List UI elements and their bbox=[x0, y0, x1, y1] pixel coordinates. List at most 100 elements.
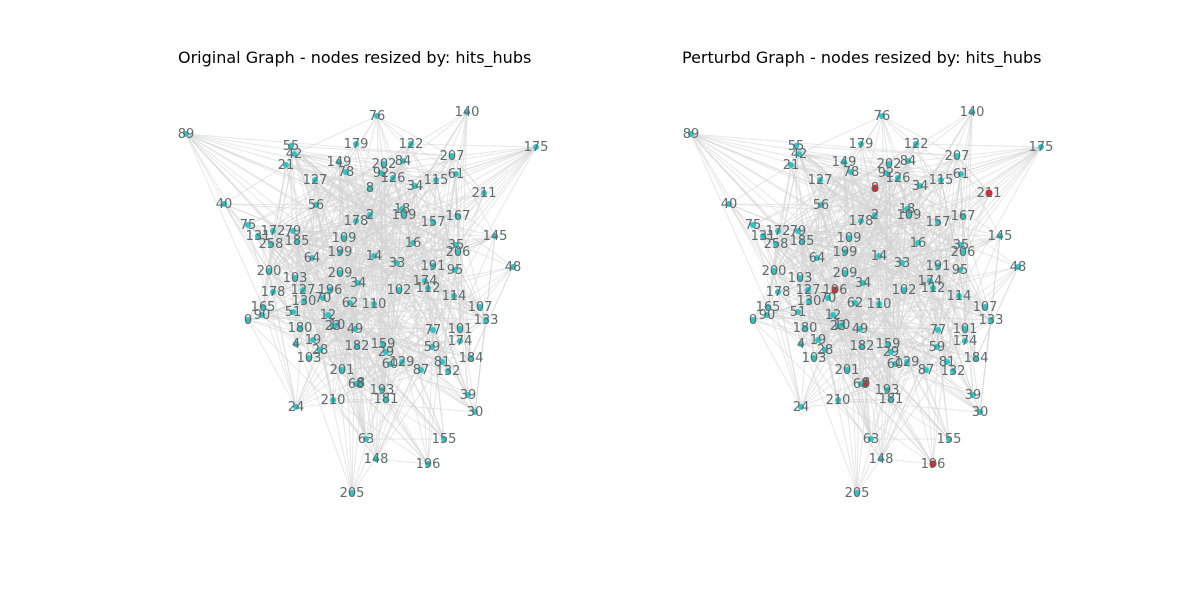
original-edge bbox=[355, 220, 377, 460]
perturbed-edge bbox=[807, 289, 934, 465]
original-node-109 bbox=[401, 212, 407, 218]
original-node-label: 30 bbox=[467, 405, 484, 420]
perturbed-edge bbox=[766, 314, 862, 385]
perturbed-edge bbox=[690, 133, 769, 308]
original-node-115 bbox=[433, 177, 439, 183]
perturbed-node-label: 12 bbox=[825, 308, 842, 323]
original-edge bbox=[336, 324, 476, 413]
perturbed-node-label: 8 bbox=[871, 181, 879, 196]
perturbed-edge bbox=[690, 133, 890, 165]
perturbed-node-24 bbox=[798, 404, 804, 410]
perturbed-edge bbox=[752, 319, 872, 440]
original-edge bbox=[351, 192, 485, 494]
original-edge bbox=[293, 153, 387, 400]
original-node-172 bbox=[270, 228, 276, 234]
original-edge bbox=[311, 257, 403, 363]
perturbed-node-126 bbox=[895, 175, 901, 181]
original-edge bbox=[355, 383, 387, 400]
original-node-107 bbox=[477, 304, 483, 310]
original-node-label: 12 bbox=[320, 308, 337, 323]
perturbed-node-33 bbox=[899, 260, 905, 266]
original-edge bbox=[392, 177, 514, 268]
original-node-label: 19 bbox=[305, 333, 322, 348]
original-node-label: 172 bbox=[261, 224, 286, 239]
perturbed-edge bbox=[907, 160, 927, 371]
original-node-51 bbox=[290, 309, 296, 315]
original-edge bbox=[247, 224, 433, 348]
original-node-label: 79 bbox=[285, 224, 302, 239]
perturbed-node-label: 185 bbox=[790, 234, 815, 249]
perturbed-node-209 bbox=[842, 270, 848, 276]
original-node-label: 110 bbox=[362, 297, 387, 312]
perturbed-edge bbox=[798, 153, 909, 162]
original-node-78 bbox=[343, 169, 349, 175]
original-node-label: 92 bbox=[373, 166, 390, 181]
perturbed-node-4 bbox=[798, 341, 804, 347]
original-node-label: 140 bbox=[455, 105, 480, 120]
original-node-145 bbox=[492, 233, 498, 239]
original-edge bbox=[375, 346, 433, 460]
perturbed-edge bbox=[937, 173, 962, 267]
perturbed-edge bbox=[766, 300, 810, 316]
original-edge bbox=[369, 214, 469, 396]
perturbed-node-145 bbox=[997, 233, 1003, 239]
perturbed-node-label: 112 bbox=[921, 281, 946, 296]
original-node-label: 34 bbox=[350, 276, 367, 291]
original-edge bbox=[414, 185, 445, 440]
original-node-label: 185 bbox=[285, 234, 310, 249]
original-node-127 bbox=[312, 177, 318, 183]
original-edge bbox=[185, 133, 264, 308]
perturbed-node-258 bbox=[773, 241, 779, 247]
perturbed-node-64 bbox=[814, 255, 820, 261]
perturbed-node-label: 149 bbox=[832, 155, 857, 170]
perturbed-node-202 bbox=[886, 161, 892, 167]
original-node-label: 155 bbox=[432, 432, 457, 447]
perturbed-edge bbox=[962, 146, 1042, 253]
original-edge bbox=[457, 215, 487, 321]
original-node-label: 165 bbox=[251, 300, 276, 315]
perturbed-node-34 bbox=[860, 280, 866, 286]
original-node-182 bbox=[354, 343, 360, 349]
original-node-179 bbox=[353, 141, 359, 147]
perturbed-node-77 bbox=[935, 327, 941, 333]
perturbed-node-68 bbox=[858, 381, 864, 387]
perturbed-edge bbox=[817, 339, 934, 465]
perturbed-node-label: 122 bbox=[904, 137, 929, 152]
perturbed-edge bbox=[878, 146, 1042, 305]
original-node-79 bbox=[290, 228, 296, 234]
perturbed-edge bbox=[925, 192, 990, 371]
perturbed-edge bbox=[844, 251, 872, 440]
original-node-109 bbox=[341, 235, 347, 241]
original-node-167 bbox=[455, 213, 461, 219]
original-node-68 bbox=[353, 381, 359, 387]
original-node-87 bbox=[418, 367, 424, 373]
original-node-89 bbox=[183, 131, 189, 137]
original-node-127 bbox=[300, 287, 306, 293]
perturbed-node-label: 211 bbox=[977, 186, 1002, 201]
perturbed-node-42 bbox=[796, 151, 802, 157]
perturbed-node-label: 129 bbox=[895, 355, 920, 370]
perturbed-edge bbox=[979, 319, 992, 413]
original-node-label: 21 bbox=[278, 158, 295, 173]
original-node-label: 182 bbox=[345, 339, 370, 354]
perturbed-edge bbox=[862, 146, 1042, 284]
original-node-label: 28 bbox=[312, 343, 329, 358]
perturbed-edge bbox=[887, 343, 974, 396]
perturbed-node-label: 56 bbox=[813, 198, 830, 213]
perturbed-node-193 bbox=[884, 387, 890, 393]
original-node-label: 112 bbox=[416, 281, 441, 296]
perturbed-node-label: 174 bbox=[918, 274, 943, 289]
perturbed-node-label: 95 bbox=[952, 263, 969, 278]
original-node-42 bbox=[291, 151, 297, 157]
perturbed-node-label: 110 bbox=[867, 297, 892, 312]
perturbed-node-label: 92 bbox=[878, 166, 895, 181]
original-node-label: 174 bbox=[448, 334, 473, 349]
perturbed-edge bbox=[766, 314, 802, 345]
original-node-label: 115 bbox=[424, 173, 449, 188]
perturbed-node-label: 172 bbox=[766, 224, 791, 239]
perturbed-node-70 bbox=[825, 295, 831, 301]
perturbed-node-30 bbox=[977, 409, 983, 415]
perturbed-node-label: 42 bbox=[791, 147, 808, 162]
original-edge bbox=[345, 171, 416, 187]
original-node-201 bbox=[339, 367, 345, 373]
